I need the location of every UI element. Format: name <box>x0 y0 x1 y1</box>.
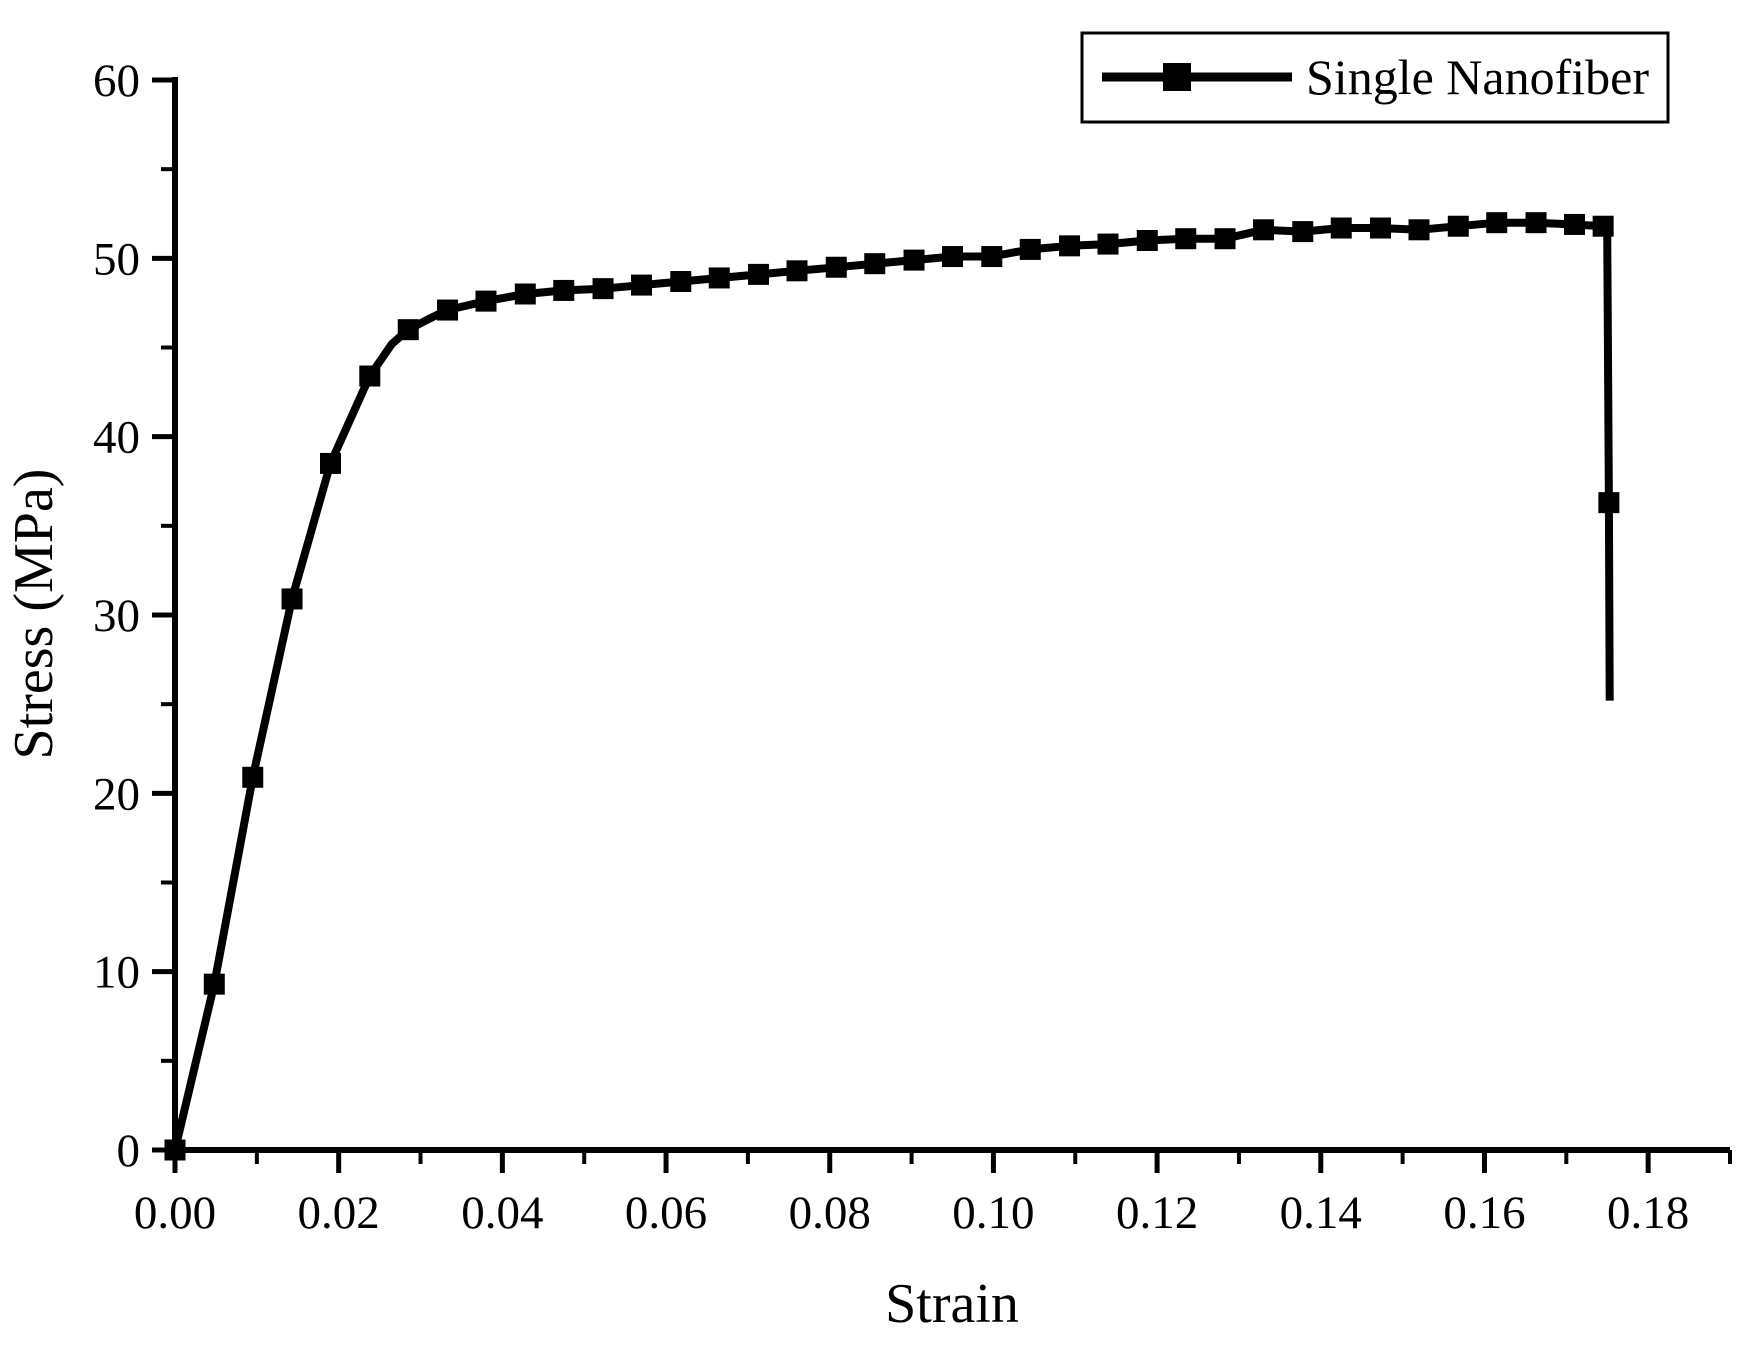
y-tick-label: 30 <box>93 590 140 642</box>
data-point-marker <box>670 271 692 293</box>
data-point-marker <box>864 253 886 275</box>
x-tick-label: 0.08 <box>789 1187 871 1239</box>
data-point-marker <box>825 256 847 278</box>
data-point-marker <box>708 267 730 289</box>
legend-square-marker-icon <box>1163 63 1191 91</box>
data-point-marker <box>1214 228 1236 250</box>
data-point-marker <box>1253 219 1274 241</box>
x-tick-label: 0.06 <box>625 1187 707 1239</box>
data-point-marker <box>359 365 381 387</box>
data-point-marker <box>1564 213 1585 235</box>
x-tick-label: 0.18 <box>1607 1187 1689 1239</box>
data-point-marker <box>1598 492 1620 514</box>
data-point-marker <box>1408 219 1430 241</box>
data-point-marker <box>1525 212 1547 234</box>
data-point-marker <box>903 249 925 271</box>
data-point-marker <box>981 246 1003 268</box>
x-tick-label: 0.12 <box>1116 1187 1198 1239</box>
data-point-marker <box>1330 217 1352 239</box>
data-point-marker <box>553 279 575 301</box>
data-point-marker <box>1175 228 1197 250</box>
x-axis-title: Strain <box>885 1273 1019 1335</box>
data-point-marker <box>397 319 419 341</box>
x-tick-label: 0.02 <box>298 1187 380 1239</box>
data-point-marker <box>1292 221 1314 243</box>
data-point-marker <box>786 260 808 282</box>
data-point-marker <box>748 263 770 285</box>
data-point-marker <box>514 283 536 305</box>
y-tick-label: 10 <box>93 947 140 999</box>
data-point-marker <box>1019 238 1041 260</box>
x-tick-label: 0.10 <box>952 1187 1034 1239</box>
x-tick-label: 0.04 <box>461 1187 543 1239</box>
data-point-marker <box>164 1139 186 1161</box>
data-point-marker <box>475 290 497 312</box>
x-tick-label: 0.14 <box>1280 1187 1362 1239</box>
y-tick-label: 60 <box>93 55 140 107</box>
x-tick-label: 0.00 <box>134 1187 216 1239</box>
data-point-marker <box>631 274 652 296</box>
data-point-marker <box>1447 215 1469 237</box>
data-point-marker <box>1136 230 1158 251</box>
y-tick-label: 50 <box>93 233 140 285</box>
y-tick-label: 40 <box>93 412 140 464</box>
data-point-marker <box>320 452 341 474</box>
data-point-marker <box>281 588 303 610</box>
data-point-marker <box>1486 212 1508 234</box>
data-point-marker <box>1370 217 1392 239</box>
axes-layer: 0.00 0.02 0.04 0.06 0.08 0.10 0.12 0.14 0.16 0.18… <box>93 55 1732 1239</box>
data-curve <box>171 218 1614 1151</box>
y-tick-label: 0 <box>117 1125 141 1177</box>
data-point-marker <box>592 278 614 300</box>
legend-entry-label: Single Nanofiber <box>1306 49 1649 105</box>
data-point-marker <box>203 973 225 995</box>
data-point-marker <box>242 766 264 788</box>
legend: Single Nanofiber <box>1080 31 1670 124</box>
data-point-marker <box>1097 233 1119 255</box>
data-point-marker <box>437 299 459 321</box>
data-point-marker <box>1059 235 1081 257</box>
y-axis-title: Stress (MPa) <box>3 469 65 760</box>
x-tick-label: 0.16 <box>1443 1187 1525 1239</box>
data-series-layer <box>164 212 1620 1161</box>
data-point-marker <box>942 246 963 268</box>
data-point-marker <box>1592 215 1614 237</box>
y-tick-label: 20 <box>93 768 140 820</box>
